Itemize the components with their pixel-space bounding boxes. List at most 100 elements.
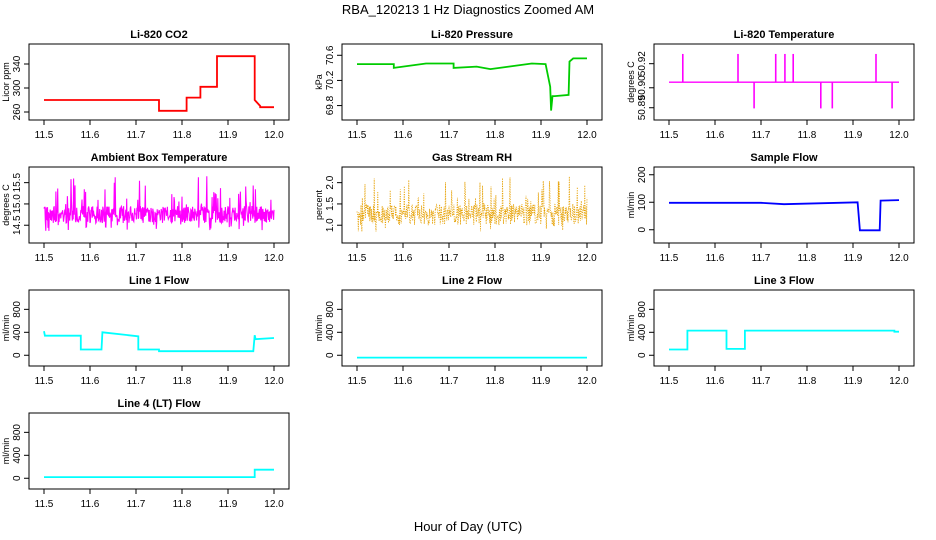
series-line-0 [44,55,274,112]
x-tick-label: 11.5 [35,376,54,387]
x-tick-label: 11.6 [706,376,725,387]
panel-title: Line 3 Flow [754,275,814,287]
y-tick-label: 50.89 [637,95,648,120]
x-tick-label: 11.6 [81,253,100,264]
x-tick-label: 12.0 [264,253,284,264]
x-tick-label: 11.8 [173,130,192,141]
x-tick-label: 11.6 [394,376,413,387]
x-tick-label: 12.0 [577,130,597,141]
x-tick-label: 11.8 [486,253,505,264]
x-tick-label: 11.6 [81,499,100,510]
panel-9: Line 4 (LT) Flow 11.5 11.6 11.7 11.8 11.9 12.0… [1,398,290,510]
y-tick-label: 2.0 [325,175,336,189]
x-tick-label: 12.0 [264,376,284,387]
x-tick-label: 11.8 [486,376,505,387]
y-axis-label: percent [314,189,324,220]
x-tick-label: 11.7 [127,376,146,387]
x-tick-label: 11.5 [660,376,679,387]
x-tick-label: 11.5 [348,376,367,387]
y-tick-label: 400 [12,324,23,341]
y-tick-label: 800 [637,301,648,318]
x-tick-label: 11.8 [173,499,192,510]
x-tick-label: 11.7 [752,376,771,387]
plot-frame [341,166,603,244]
y-tick-label: 300 [12,79,23,96]
x-tick-label: 11.7 [752,130,771,141]
panel-1: Li-820 Pressure 11.5 11.6 11.7 11.8 11.9 12.0 6… [314,29,603,141]
y-tick-label: 340 [12,55,23,72]
panel-title: Li-820 Pressure [431,29,513,41]
panel-2: Li-820 Temperature 11.5 11.6 11.7 11.8 11.9 12… [626,29,915,141]
plot-frame [653,43,915,121]
y-axis-label: degrees C [1,184,11,226]
panel-7: Line 2 Flow 11.5 11.6 11.7 11.8 11.9 12.0 0 400 8… [314,275,603,387]
panel-title: Gas Stream RH [432,152,512,164]
x-tick-label: 11.6 [394,253,413,264]
y-axis-label: degrees C [626,61,636,103]
y-tick-label: 0 [325,352,336,358]
x-tick-label: 12.0 [264,130,284,141]
x-tick-label: 12.0 [889,130,909,141]
panel-title: Li-820 CO2 [130,29,187,41]
x-tick-label: 11.9 [844,130,863,141]
y-axis-label: ml/min [626,192,636,219]
panels: Li-820 CO2 11.5 11.6 11.7 11.8 11.9 12.0 260 300… [1,29,915,510]
x-tick-label: 11.8 [173,376,192,387]
x-tick-label: 11.6 [81,376,100,387]
y-tick-label: 800 [325,301,336,318]
x-tick-label: 11.9 [219,499,238,510]
x-tick-label: 11.5 [660,253,679,264]
series-noise [43,176,275,231]
panel-5: Sample Flow 11.5 11.6 11.7 11.8 11.9 12.0 0 100 2… [626,152,915,264]
y-axis-label: ml/min [314,315,324,342]
x-tick-label: 12.0 [889,253,909,264]
panel-8: Line 3 Flow 11.5 11.6 11.7 11.8 11.9 12.0 0 400 8… [626,275,915,387]
panel-4: Gas Stream RH 11.5 11.6 11.7 11.8 11.9 12.0 1.0… [314,152,603,264]
x-tick-label: 11.9 [219,376,238,387]
x-tick-label: 11.5 [348,253,367,264]
x-tick-label: 11.7 [440,253,459,264]
y-tick-label: 1.0 [325,218,336,232]
y-axis-label: ml/min [1,315,11,342]
plot-frame [28,43,290,121]
x-tick-label: 11.5 [660,130,679,141]
plot-frame [653,289,915,367]
figure-xlabel: Hour of Day (UTC) [414,519,522,534]
x-tick-label: 11.8 [798,130,817,141]
y-tick-label: 50.90 [637,75,648,100]
x-tick-label: 11.7 [752,253,771,264]
y-axis-label: kPa [314,74,324,90]
y-tick-label: 200 [637,166,648,183]
x-tick-label: 11.5 [348,130,367,141]
y-tick-label: 0 [637,227,648,233]
x-tick-label: 11.7 [440,130,459,141]
x-tick-label: 11.7 [127,499,146,510]
plot-frame [653,166,915,244]
y-tick-label: 15.0 [12,194,23,214]
x-tick-label: 11.6 [81,130,100,141]
y-tick-label: 0 [637,352,648,358]
x-tick-label: 11.5 [35,253,54,264]
x-tick-label: 11.6 [394,130,413,141]
y-tick-label: 70.6 [325,45,336,65]
x-tick-label: 12.0 [577,376,597,387]
x-tick-label: 12.0 [264,499,284,510]
series-line-0 [669,329,899,351]
x-tick-label: 11.5 [35,130,54,141]
series-line-0 [669,199,900,232]
y-tick-label: 400 [637,324,648,341]
x-tick-label: 11.9 [532,253,551,264]
y-tick-label: 400 [325,324,336,341]
plot-frame [341,43,603,121]
figure-title: RBA_120213 1 Hz Diagnostics Zoomed AM [342,2,594,17]
y-tick-label: 800 [12,301,23,318]
x-tick-label: 11.6 [706,253,725,264]
x-tick-label: 12.0 [577,253,597,264]
panel-title: Ambient Box Temperature [91,152,228,164]
y-tick-label: 1.5 [325,197,336,211]
panel-6: Line 1 Flow 11.5 11.6 11.7 11.8 11.9 12.0 0 400 8… [1,275,290,387]
panel-title: Line 2 Flow [442,275,502,287]
x-tick-label: 11.9 [532,130,551,141]
plot-frame [28,166,290,244]
y-tick-label: 0 [12,352,23,358]
